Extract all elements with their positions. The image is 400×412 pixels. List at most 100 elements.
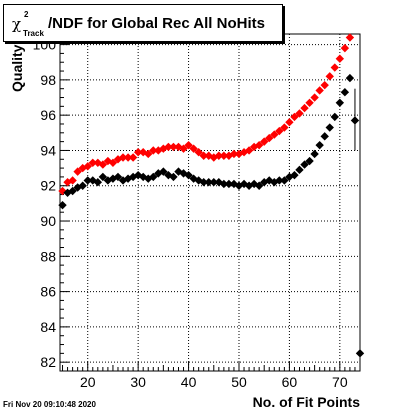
red-data-point xyxy=(285,118,294,127)
y-axis-label: Quality xyxy=(9,44,25,92)
y-tick-label: 94 xyxy=(40,142,56,158)
red-data-point xyxy=(169,142,178,152)
red-data-point xyxy=(123,153,133,162)
red-data-point xyxy=(320,80,329,90)
chart-title: χ 2 Track /NDF for Global Rec All NoHits xyxy=(3,4,283,42)
black-data-point xyxy=(199,178,208,187)
black-data-point xyxy=(310,149,319,159)
y-tick-label: 96 xyxy=(40,107,56,123)
red-data-point xyxy=(93,158,103,168)
red-data-point xyxy=(108,158,118,168)
x-tick-label: 20 xyxy=(80,374,96,390)
black-data-point xyxy=(355,349,365,358)
red-data-point xyxy=(83,162,92,171)
black-data-point xyxy=(305,156,314,166)
black-data-point xyxy=(113,172,123,182)
x-tick-label: 60 xyxy=(282,374,298,390)
black-data-point xyxy=(159,167,168,176)
black-data-point xyxy=(345,73,355,83)
title-text: /NDF for Global Rec All NoHits xyxy=(48,15,265,32)
black-data-point xyxy=(128,172,138,182)
x-axis-label: No. of Fit Points xyxy=(252,394,360,410)
red-data-point xyxy=(340,43,350,53)
black-data-point xyxy=(330,112,339,122)
red-data-point xyxy=(194,148,203,157)
black-data-point xyxy=(83,176,92,185)
red-data-point xyxy=(128,153,138,162)
x-tick-label: 70 xyxy=(332,374,348,390)
red-data-point xyxy=(149,146,158,155)
red-data-point xyxy=(118,153,128,162)
y-tick-label: 84 xyxy=(40,319,56,335)
black-data-point xyxy=(93,178,103,187)
black-data-point xyxy=(219,179,229,189)
red-data-point xyxy=(164,142,173,152)
black-data-point xyxy=(98,172,108,182)
data-points xyxy=(58,33,365,358)
black-data-point xyxy=(335,98,345,108)
red-data-point xyxy=(78,163,87,173)
red-data-point xyxy=(179,144,188,153)
black-data-point xyxy=(340,88,350,97)
x-tick-label: 50 xyxy=(231,374,247,390)
red-data-point xyxy=(73,167,82,176)
black-data-point xyxy=(149,172,158,182)
x-tick-label: 30 xyxy=(130,374,146,390)
plot-frame xyxy=(59,33,361,372)
x-tick-label: 40 xyxy=(181,374,197,390)
black-data-point xyxy=(280,176,289,185)
red-data-point xyxy=(68,176,77,185)
black-data-point xyxy=(204,178,213,187)
black-data-point xyxy=(174,167,183,176)
y-tick-label: 92 xyxy=(40,178,56,194)
red-data-point xyxy=(214,151,224,160)
red-data-point xyxy=(280,123,289,132)
red-data-point xyxy=(144,149,153,159)
red-data-point xyxy=(133,148,143,157)
red-data-point xyxy=(244,146,254,155)
black-data-point xyxy=(78,181,87,190)
black-data-point xyxy=(320,132,329,141)
black-data-point xyxy=(209,178,218,187)
black-data-point xyxy=(300,160,309,169)
black-data-point xyxy=(224,179,234,189)
red-data-point xyxy=(189,144,198,153)
red-data-point xyxy=(335,54,345,63)
black-data-point xyxy=(58,200,67,210)
black-data-point xyxy=(350,116,360,125)
red-data-point xyxy=(103,156,113,166)
black-data-point xyxy=(295,165,304,175)
red-data-point xyxy=(88,158,97,168)
red-data-point xyxy=(305,98,314,108)
red-data-point xyxy=(270,130,279,139)
red-data-point xyxy=(199,151,208,160)
red-data-point xyxy=(310,93,319,102)
y-tick-label: 88 xyxy=(40,248,56,264)
red-data-point xyxy=(345,33,355,42)
black-data-point xyxy=(315,140,324,150)
title-superscript: 2 xyxy=(24,10,29,19)
red-data-point xyxy=(254,140,264,150)
red-data-point xyxy=(98,160,108,169)
y-tick-label: 90 xyxy=(40,213,56,229)
red-data-point xyxy=(330,63,339,72)
black-data-point xyxy=(144,174,153,183)
black-data-point xyxy=(169,172,178,182)
red-data-point xyxy=(300,103,309,113)
y-tick-label: 98 xyxy=(40,72,56,88)
grid-lines xyxy=(60,34,360,371)
black-data-point xyxy=(184,170,193,180)
timestamp: Fri Nov 20 09:10:48 2020 xyxy=(3,400,96,409)
red-data-point xyxy=(295,109,304,118)
red-data-point xyxy=(260,137,269,146)
red-data-point xyxy=(229,149,239,159)
black-data-point xyxy=(325,123,334,132)
title-chi-symbol: χ xyxy=(12,15,22,33)
y-tick-label: 82 xyxy=(40,354,56,370)
red-data-point xyxy=(265,133,274,143)
red-data-point xyxy=(290,112,299,122)
black-data-point xyxy=(254,181,264,190)
black-data-point xyxy=(290,170,299,180)
